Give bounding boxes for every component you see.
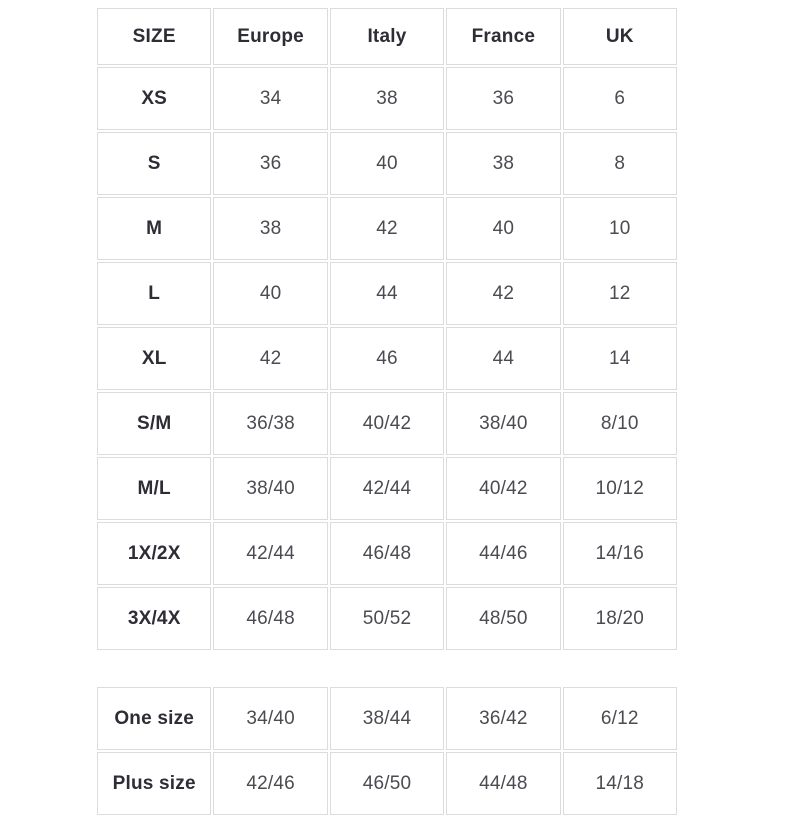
- size-value-cell: 18/20: [562, 587, 677, 650]
- table-row: L 40 44 42 12: [97, 262, 677, 325]
- size-value-cell: 40/42: [446, 457, 561, 520]
- header-cell-uk: UK: [562, 8, 677, 65]
- table-row: M/L 38/40 42/44 40/42 10/12: [97, 457, 677, 520]
- size-value-cell: 12: [562, 262, 677, 325]
- size-value-cell: 10/12: [562, 457, 677, 520]
- size-value-cell: 36: [213, 132, 328, 195]
- size-value-cell: 36/38: [213, 392, 328, 455]
- size-value-cell: 36/42: [446, 687, 561, 750]
- row-label: XS: [97, 67, 212, 130]
- row-label: One size: [97, 687, 212, 750]
- size-value-cell: 44/48: [446, 752, 561, 815]
- size-value-cell: 40: [446, 197, 561, 260]
- size-value-cell: 38/44: [329, 687, 445, 750]
- size-value-cell: 42/44: [213, 522, 328, 585]
- size-value-cell: 34/40: [213, 687, 328, 750]
- size-conversion-table: SIZE Europe Italy France UK XS 34 38 36 …: [95, 6, 679, 652]
- row-label: Plus size: [97, 752, 212, 815]
- row-label: L: [97, 262, 212, 325]
- table-row: XL 42 46 44 14: [97, 327, 677, 390]
- size-value-cell: 40/42: [329, 392, 445, 455]
- row-label: 3X/4X: [97, 587, 212, 650]
- size-value-cell: 38/40: [213, 457, 328, 520]
- size-value-cell: 38: [329, 67, 445, 130]
- size-table-header: SIZE Europe Italy France UK: [97, 8, 677, 65]
- size-value-cell: 40: [329, 132, 445, 195]
- size-value-cell: 42/44: [329, 457, 445, 520]
- size-value-cell: 46/50: [329, 752, 445, 815]
- size-value-cell: 42/46: [213, 752, 328, 815]
- size-value-cell: 6/12: [562, 687, 677, 750]
- size-value-cell: 38: [446, 132, 561, 195]
- table-row: M 38 42 40 10: [97, 197, 677, 260]
- header-cell-europe: Europe: [213, 8, 328, 65]
- size-value-cell: 38: [213, 197, 328, 260]
- extra-table-body: One size 34/40 38/44 36/42 6/12 Plus siz…: [97, 687, 677, 815]
- header-row: SIZE Europe Italy France UK: [97, 8, 677, 65]
- table-row: S/M 36/38 40/42 38/40 8/10: [97, 392, 677, 455]
- size-value-cell: 10: [562, 197, 677, 260]
- table-row: S 36 40 38 8: [97, 132, 677, 195]
- header-cell-size: SIZE: [97, 8, 212, 65]
- row-label: S/M: [97, 392, 212, 455]
- size-value-cell: 36: [446, 67, 561, 130]
- size-value-cell: 8: [562, 132, 677, 195]
- size-value-cell: 46: [329, 327, 445, 390]
- table-row: 3X/4X 46/48 50/52 48/50 18/20: [97, 587, 677, 650]
- row-label: 1X/2X: [97, 522, 212, 585]
- size-value-cell: 6: [562, 67, 677, 130]
- row-label: XL: [97, 327, 212, 390]
- size-value-cell: 46/48: [213, 587, 328, 650]
- size-value-cell: 34: [213, 67, 328, 130]
- header-cell-france: France: [446, 8, 561, 65]
- row-label: M/L: [97, 457, 212, 520]
- size-value-cell: 42: [213, 327, 328, 390]
- one-size-plus-size-table: One size 34/40 38/44 36/42 6/12 Plus siz…: [95, 685, 679, 817]
- size-value-cell: 42: [329, 197, 445, 260]
- size-value-cell: 44: [329, 262, 445, 325]
- row-label: S: [97, 132, 212, 195]
- size-table-body: XS 34 38 36 6 S 36 40 38 8 M 38 42 40 10: [97, 67, 677, 650]
- header-cell-italy: Italy: [329, 8, 445, 65]
- size-value-cell: 8/10: [562, 392, 677, 455]
- size-value-cell: 40: [213, 262, 328, 325]
- table-row: One size 34/40 38/44 36/42 6/12: [97, 687, 677, 750]
- row-label: M: [97, 197, 212, 260]
- table-row: Plus size 42/46 46/50 44/48 14/18: [97, 752, 677, 815]
- size-value-cell: 50/52: [329, 587, 445, 650]
- size-value-cell: 38/40: [446, 392, 561, 455]
- size-value-cell: 48/50: [446, 587, 561, 650]
- size-value-cell: 14: [562, 327, 677, 390]
- table-row: 1X/2X 42/44 46/48 44/46 14/16: [97, 522, 677, 585]
- size-value-cell: 44: [446, 327, 561, 390]
- size-value-cell: 14/18: [562, 752, 677, 815]
- size-value-cell: 14/16: [562, 522, 677, 585]
- table-row: XS 34 38 36 6: [97, 67, 677, 130]
- size-value-cell: 42: [446, 262, 561, 325]
- size-value-cell: 46/48: [329, 522, 445, 585]
- size-value-cell: 44/46: [446, 522, 561, 585]
